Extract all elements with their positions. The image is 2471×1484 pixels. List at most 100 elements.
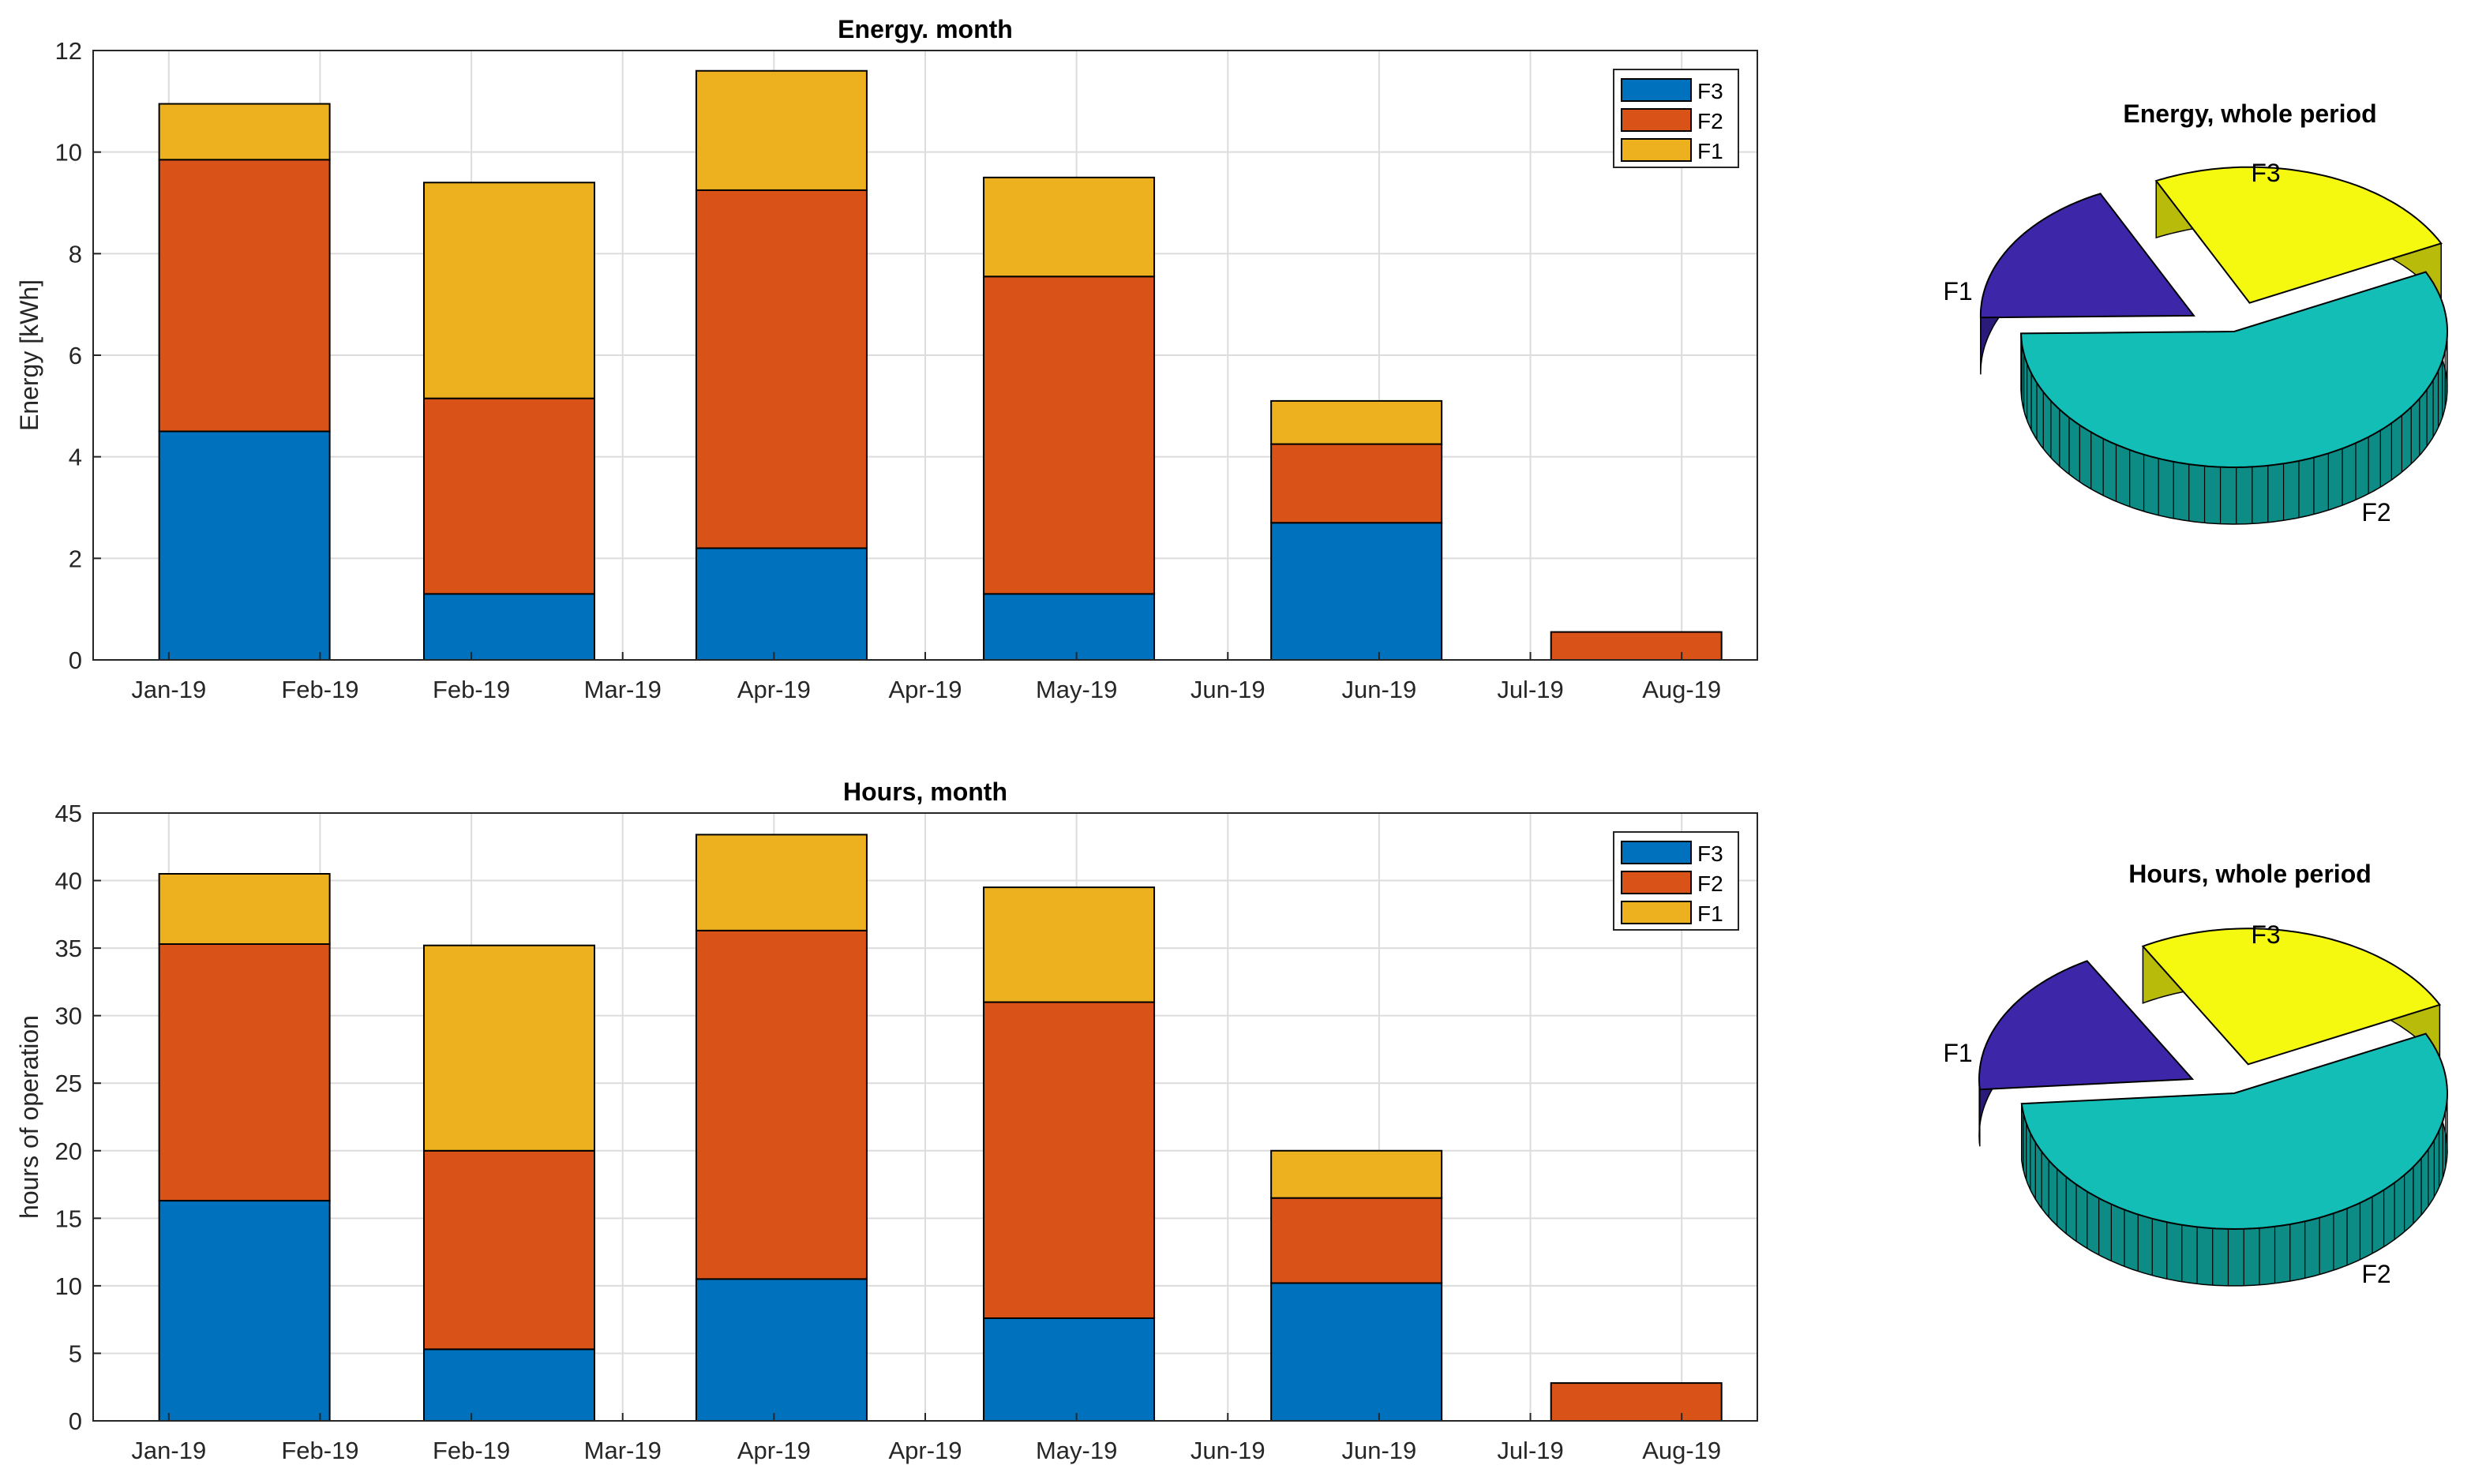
- x-tick-label: Aug-19: [1642, 676, 1721, 703]
- x-tick-label: Jul-19: [1497, 1437, 1563, 1464]
- bar-f1: [983, 886, 1156, 1003]
- hours-whole-period-pie: Hours, whole period F2 F1 F3: [1943, 860, 2449, 1288]
- chart-title: Hours, month: [843, 778, 1007, 806]
- bar-f2: [423, 1149, 595, 1351]
- x-tick-label: May-19: [1036, 1437, 1117, 1464]
- bar-f2: [1270, 1197, 1443, 1284]
- x-tick-label: Jan-19: [131, 676, 206, 703]
- x-tick-label: Mar-19: [584, 676, 662, 703]
- x-tick-label: Jun-19: [1191, 676, 1265, 703]
- legend-label: F3: [1697, 841, 1723, 866]
- pie-slice-f2: [2020, 1032, 2449, 1231]
- bar-f1: [695, 834, 868, 931]
- y-axis-label: Energy [kWh]: [15, 279, 43, 431]
- pie-slice-f2: [2019, 271, 2449, 469]
- x-tick-label: Feb-19: [281, 1437, 358, 1464]
- legend-swatch-f1: [1621, 901, 1692, 924]
- y-tick-label: 15: [55, 1205, 82, 1232]
- bar-f3: [983, 1317, 1156, 1422]
- chart-title: Energy. month: [838, 15, 1013, 43]
- x-tick-label: Apr-19: [888, 676, 962, 703]
- legend-swatch-f3: [1621, 78, 1692, 102]
- legend-label: F1: [1697, 139, 1723, 163]
- y-tick-label: 10: [55, 139, 82, 167]
- bar-f3: [1270, 1282, 1443, 1422]
- pie-slice-f1: [1978, 960, 2195, 1091]
- x-tick-label: Mar-19: [584, 1437, 662, 1464]
- y-tick-label: 4: [69, 444, 82, 471]
- bar-f1: [695, 69, 868, 191]
- bar-f2: [1550, 1382, 1723, 1422]
- y-tick-label: 5: [69, 1340, 82, 1367]
- pie-label-f2: F2: [2361, 498, 2390, 527]
- x-tick-label: Feb-19: [433, 1437, 510, 1464]
- x-tick-label: Jan-19: [131, 1437, 206, 1464]
- bar-f1: [1270, 399, 1443, 445]
- bar-f2: [983, 1001, 1156, 1319]
- x-tick-label: Apr-19: [888, 1437, 962, 1464]
- bar-f2: [423, 397, 595, 595]
- x-tick-label: Jun-19: [1342, 676, 1417, 703]
- pie-label-f3: F3: [2251, 159, 2280, 187]
- pie-slice-f1: [1979, 193, 2195, 319]
- x-tick-label: Feb-19: [433, 676, 510, 703]
- y-tick-label: 40: [55, 868, 82, 895]
- bar-f3: [423, 593, 595, 661]
- pie-label-f1: F1: [1943, 277, 1972, 305]
- y-tick-label: 8: [69, 240, 82, 268]
- x-tick-label: Feb-19: [281, 676, 358, 703]
- pie-label-f3: F3: [2251, 920, 2280, 949]
- legend-swatch-f3: [1621, 841, 1692, 864]
- bar-f2: [983, 275, 1156, 595]
- bar-f3: [983, 593, 1156, 661]
- x-tick-label: Aug-19: [1642, 1437, 1721, 1464]
- legend-swatch-f2: [1621, 871, 1692, 894]
- x-tick-label: Apr-19: [737, 1437, 811, 1464]
- bar-f3: [695, 547, 868, 661]
- pie-title: Hours, whole period: [2128, 860, 2372, 888]
- y-tick-label: 0: [69, 646, 82, 674]
- x-tick-label: Jun-19: [1191, 1437, 1265, 1464]
- y-tick-label: 2: [69, 545, 82, 572]
- y-tick-label: 45: [55, 800, 82, 827]
- legend-label: F2: [1697, 109, 1723, 133]
- y-axis-label: hours of operation: [15, 1015, 43, 1219]
- x-tick-label: Jul-19: [1497, 676, 1563, 703]
- y-tick-label: 6: [69, 342, 82, 369]
- legend-label: F1: [1697, 901, 1723, 926]
- bar-f3: [158, 1200, 331, 1422]
- bar-f1: [983, 176, 1156, 278]
- y-tick-label: 35: [55, 935, 82, 962]
- bar-f1: [158, 103, 331, 161]
- legend-label: F3: [1697, 79, 1723, 103]
- legend-swatch-f1: [1621, 138, 1692, 162]
- y-tick-label: 20: [55, 1137, 82, 1165]
- x-tick-label: Jun-19: [1342, 1437, 1417, 1464]
- bar-f2: [1550, 631, 1723, 661]
- energy-month-chart: Jan-19 Feb-19 Feb-19 Mar-19 Apr-19 Apr-19 May-…: [15, 15, 1758, 703]
- energy-whole-period-pie: Energy, whole period F2 F1 F3: [1943, 99, 2449, 527]
- y-tick-label: 0: [69, 1407, 82, 1435]
- bar-f1: [1270, 1149, 1443, 1199]
- bar-f2: [695, 929, 868, 1280]
- bar-f2: [695, 189, 868, 549]
- bar-f2: [158, 159, 331, 433]
- bar-f3: [423, 1348, 595, 1422]
- bar-f1: [158, 873, 331, 945]
- bar-f1: [423, 182, 595, 399]
- hours-month-chart: Jan-19 Feb-19 Feb-19 Mar-19 Apr-19 Apr-19 May-…: [15, 778, 1758, 1464]
- pie-slice-f3: [2141, 928, 2442, 1066]
- bar-f3: [695, 1278, 868, 1422]
- x-tick-label: Apr-19: [737, 676, 811, 703]
- bar-f2: [158, 942, 331, 1202]
- bar-f2: [1270, 443, 1443, 524]
- bar-f3: [1270, 522, 1443, 661]
- pie-label-f1: F1: [1943, 1039, 1972, 1067]
- pie-label-f2: F2: [2361, 1260, 2390, 1288]
- y-tick-label: 12: [55, 37, 82, 65]
- y-tick-label: 25: [55, 1070, 82, 1097]
- x-tick-label: May-19: [1036, 676, 1117, 703]
- y-tick-label: 10: [55, 1272, 82, 1300]
- legend-label: F2: [1697, 871, 1723, 896]
